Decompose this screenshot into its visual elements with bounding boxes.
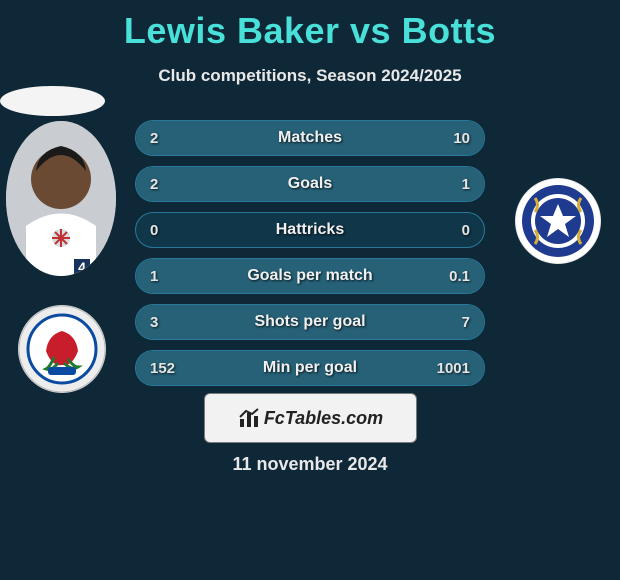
bar-fill-left: [136, 167, 368, 201]
stat-value-right: 0.1: [449, 259, 470, 293]
stat-row: 210Matches: [135, 120, 485, 156]
stats-chart: 210Matches21Goals00Hattricks10.1Goals pe…: [135, 120, 485, 396]
chart-icon: [238, 407, 260, 429]
stat-row: 37Shots per goal: [135, 304, 485, 340]
player-left-avatar: 4: [6, 121, 116, 276]
bar-fill-left: [136, 259, 452, 293]
subtitle: Club competitions, Season 2024/2025: [0, 66, 620, 86]
club-right-icon: [515, 178, 601, 264]
stat-value-right: 10: [453, 121, 470, 155]
stat-value-right: 0: [462, 213, 470, 247]
stat-row: 1521001Min per goal: [135, 350, 485, 386]
stat-value-left: 0: [150, 213, 158, 247]
stat-value-left: 2: [150, 121, 158, 155]
club-left-icon: [18, 305, 106, 393]
branding-text: FcTables.com: [264, 408, 383, 429]
stat-value-left: 152: [150, 351, 175, 385]
stat-value-left: 2: [150, 167, 158, 201]
stat-value-left: 1: [150, 259, 158, 293]
stat-value-right: 1001: [437, 351, 470, 385]
stat-row: 0 0Hattricks: [135, 212, 485, 248]
branding-box: FcTables.com: [204, 393, 417, 443]
date-text: 11 november 2024: [0, 454, 620, 475]
player-right-avatar: [0, 86, 105, 116]
svg-text:4: 4: [78, 259, 86, 275]
player-left-icon: 4: [6, 121, 116, 276]
club-right-crest: [515, 178, 601, 264]
bar-fill-left: [136, 121, 194, 155]
stat-label: Hattricks: [136, 213, 484, 247]
bar-fill-right: [194, 121, 484, 155]
bar-fill-right: [240, 305, 484, 339]
stat-value-right: 1: [462, 167, 470, 201]
stat-row: 10.1Goals per match: [135, 258, 485, 294]
stat-value-right: 7: [462, 305, 470, 339]
club-left-crest: [18, 305, 106, 393]
page-title: Lewis Baker vs Botts: [0, 0, 620, 52]
stat-value-left: 3: [150, 305, 158, 339]
stat-row: 21Goals: [135, 166, 485, 202]
